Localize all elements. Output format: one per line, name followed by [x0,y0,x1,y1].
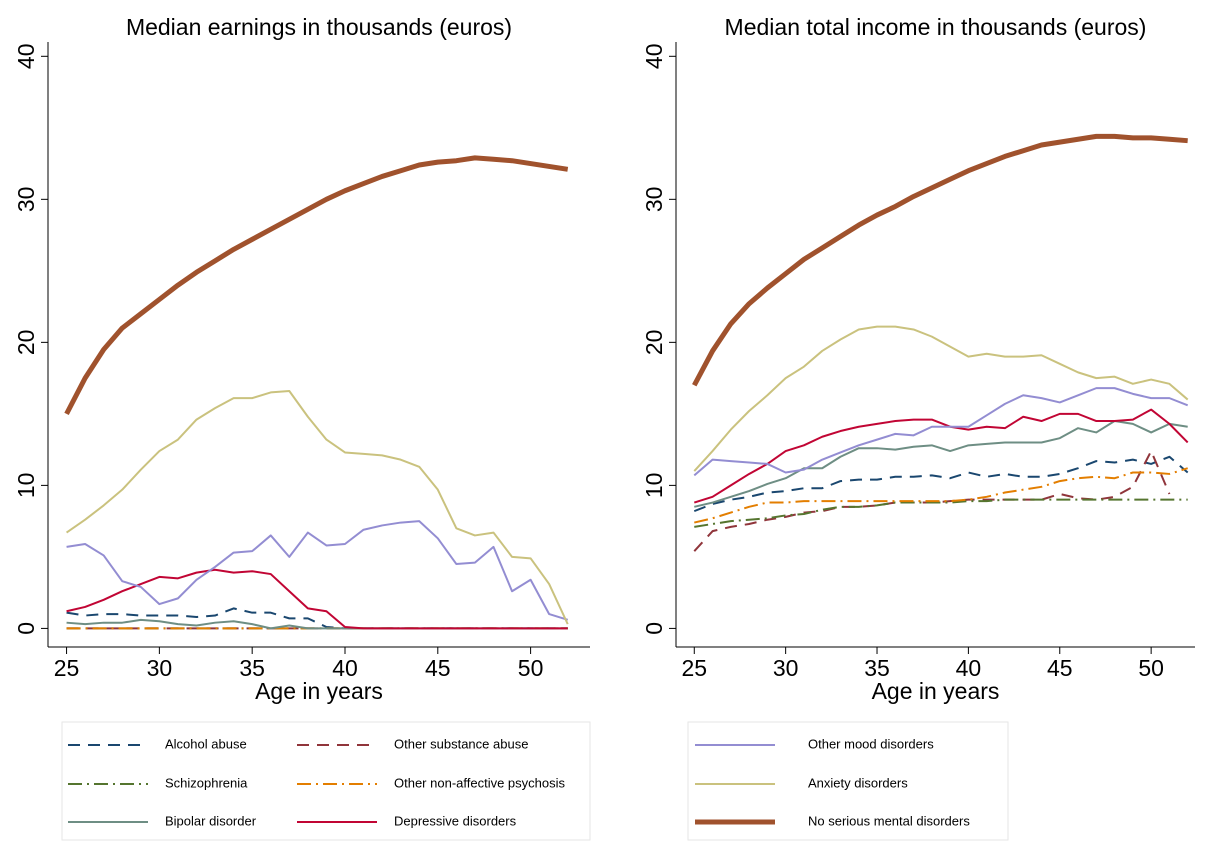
x-tick-label: 30 [773,655,799,681]
series-line: Alcohol abuse [66,607,568,630]
chart-title: Median total income in thousands (euros) [725,14,1147,40]
series-line: Other mood disorders [66,520,569,621]
x-axis-label: Age in years [255,678,383,704]
legend-label: Other mood disorders [808,736,934,751]
x-axis-label: Age in years [872,678,1000,704]
series-line: Other non-affective psychosis [694,467,1188,524]
legend-label: Bipolar disorder [165,813,257,828]
y-tick-label: 10 [641,473,667,499]
x-tick-label: 40 [956,655,982,681]
series-line: Bipolar disorder [694,420,1188,508]
series-line: Depressive disorders [66,568,568,630]
y-tick-label: 10 [13,473,39,499]
x-tick-label: 25 [54,655,80,681]
x-tick-label: 45 [425,655,451,681]
y-tick-label: 30 [641,187,667,213]
legend-box [61,721,591,841]
series-line: Bipolar disorder [66,618,568,630]
x-tick-label: 40 [332,655,358,681]
series-line: Alcohol abuse [693,455,1189,513]
legend-label: Other substance abuse [394,736,528,751]
legend-label: Schizophrenia [165,775,248,790]
y-tick-label: 30 [13,187,39,213]
y-tick-label: 0 [641,622,667,635]
legend-label: Anxiety disorders [808,775,908,790]
x-tick-label: 50 [1138,655,1164,681]
x-tick-label: 35 [239,655,265,681]
series-line: Anxiety disorders [693,325,1189,472]
legend-label: Depressive disorders [394,813,517,828]
legend-label: No serious mental disorders [808,813,970,828]
series-line: Schizophrenia [694,498,1188,528]
y-tick-label: 20 [641,330,667,356]
y-tick-label: 20 [13,330,39,356]
legend-label: Alcohol abuse [165,736,247,751]
series-line: No serious mental disorders [64,155,569,416]
x-tick-label: 30 [147,655,173,681]
chart-title: Median earnings in thousands (euros) [126,14,512,40]
series-line: Depressive disorders [693,408,1189,504]
series-line: Other mood disorders [693,387,1189,477]
x-tick-label: 50 [518,655,544,681]
y-tick-label: 40 [13,44,39,70]
x-tick-label: 25 [681,655,707,681]
legend-label: Other non-affective psychosis [394,775,566,790]
y-tick-label: 0 [13,622,39,635]
x-tick-label: 35 [864,655,890,681]
series-line: Anxiety disorders [65,389,569,625]
x-tick-label: 45 [1047,655,1073,681]
y-tick-label: 40 [641,44,667,70]
series-line: No serious mental disorders [692,133,1188,387]
